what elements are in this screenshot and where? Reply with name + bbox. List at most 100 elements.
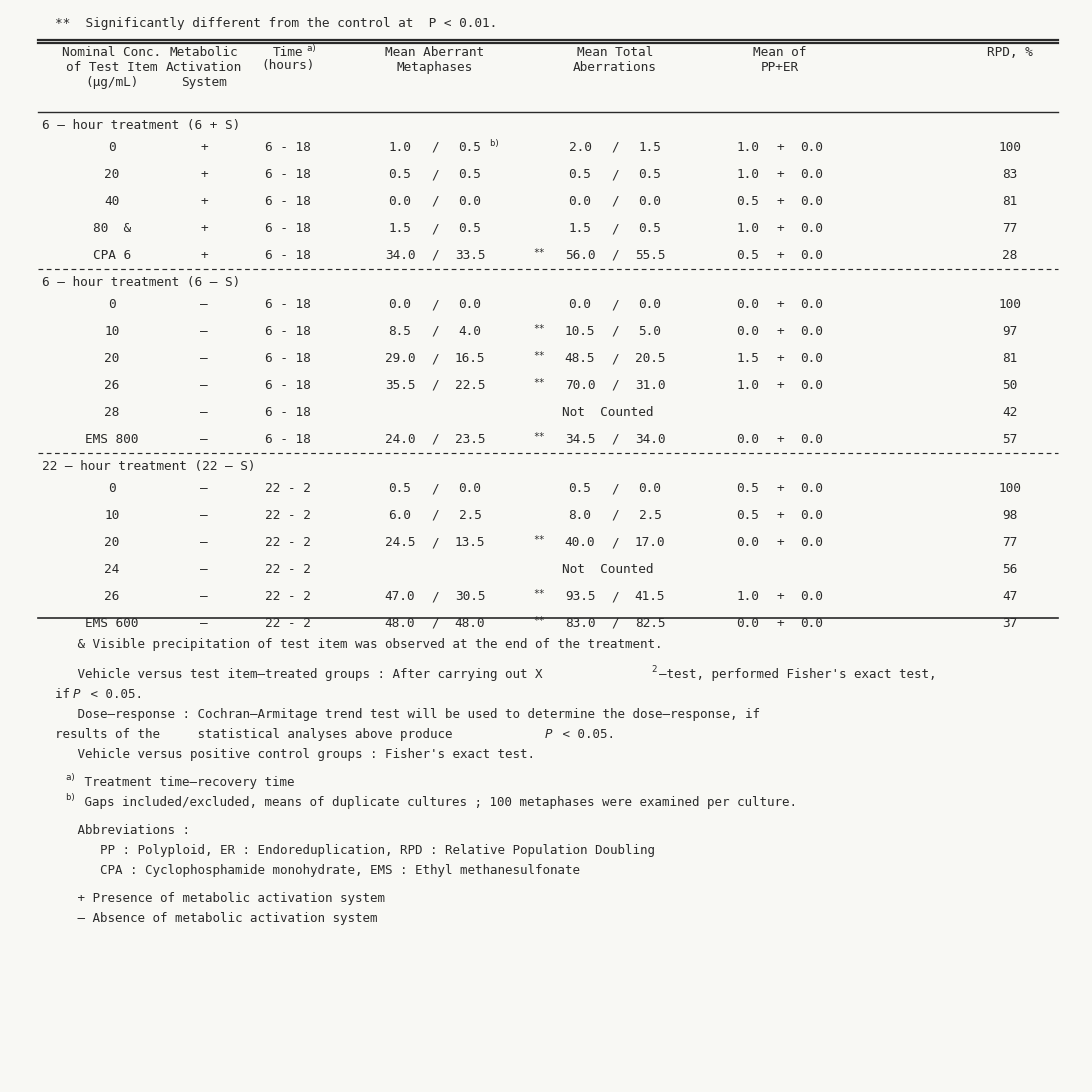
Text: /: /	[612, 195, 619, 207]
Text: 8.0: 8.0	[569, 509, 592, 522]
Text: **: **	[533, 351, 545, 361]
Text: Metabolic
Activation
System: Metabolic Activation System	[166, 46, 242, 90]
Text: PP : Polyploid, ER : Endoreduplication, RPD : Relative Population Doubling: PP : Polyploid, ER : Endoreduplication, …	[55, 844, 655, 857]
Text: Abbreviations :: Abbreviations :	[55, 824, 190, 836]
Text: 23.5: 23.5	[454, 434, 485, 446]
Text: 0: 0	[108, 298, 116, 311]
Text: /: /	[612, 222, 619, 235]
Text: 0.0: 0.0	[800, 298, 823, 311]
Text: 6 - 18: 6 - 18	[265, 406, 311, 419]
Text: 47: 47	[1002, 590, 1018, 603]
Text: – Absence of metabolic activation system: – Absence of metabolic activation system	[55, 912, 378, 925]
Text: Treatment time–recovery time: Treatment time–recovery time	[78, 776, 295, 790]
Text: a): a)	[306, 44, 317, 54]
Text: 20: 20	[105, 168, 120, 181]
Text: 57: 57	[1002, 434, 1018, 446]
Text: 22 - 2: 22 - 2	[265, 536, 311, 549]
Text: /: /	[612, 141, 619, 154]
Text: 0.0: 0.0	[389, 298, 412, 311]
Text: a): a)	[66, 773, 75, 782]
Text: 0.0: 0.0	[800, 352, 823, 365]
Text: 0.5: 0.5	[459, 168, 482, 181]
Text: /: /	[431, 141, 439, 154]
Text: /: /	[431, 352, 439, 365]
Text: 6 - 18: 6 - 18	[265, 141, 311, 154]
Text: < 0.05.: < 0.05.	[83, 688, 143, 701]
Text: 10.5: 10.5	[565, 325, 595, 339]
Text: 0.5: 0.5	[569, 168, 592, 181]
Text: 24: 24	[105, 563, 120, 575]
Text: 0.5: 0.5	[737, 195, 759, 207]
Text: 6 - 18: 6 - 18	[265, 222, 311, 235]
Text: Mean Total
Aberrations: Mean Total Aberrations	[573, 46, 657, 74]
Text: 42: 42	[1002, 406, 1018, 419]
Text: 1.5: 1.5	[737, 352, 759, 365]
Text: 22 - 2: 22 - 2	[265, 563, 311, 575]
Text: **: **	[533, 535, 545, 545]
Text: 83.0: 83.0	[565, 617, 595, 630]
Text: Mean of
PP+ER: Mean of PP+ER	[753, 46, 807, 74]
Text: +: +	[776, 590, 784, 603]
Text: +: +	[776, 509, 784, 522]
Text: 0.5: 0.5	[459, 141, 482, 154]
Text: 0.0: 0.0	[737, 434, 759, 446]
Text: –: –	[200, 590, 207, 603]
Text: –: –	[200, 509, 207, 522]
Text: 0.0: 0.0	[800, 222, 823, 235]
Text: –: –	[200, 536, 207, 549]
Text: 0.5: 0.5	[389, 482, 412, 495]
Text: 77: 77	[1002, 222, 1018, 235]
Text: 0.5: 0.5	[737, 509, 759, 522]
Text: b): b)	[489, 139, 500, 149]
Text: Vehicle versus positive control groups : Fisher's exact test.: Vehicle versus positive control groups :…	[55, 748, 535, 761]
Text: 4.0: 4.0	[459, 325, 482, 339]
Text: 0.0: 0.0	[800, 617, 823, 630]
Text: 0.5: 0.5	[737, 482, 759, 495]
Text: 6 - 18: 6 - 18	[265, 379, 311, 392]
Text: /: /	[431, 434, 439, 446]
Text: 1.0: 1.0	[737, 141, 759, 154]
Text: 5.0: 5.0	[639, 325, 662, 339]
Text: 35.5: 35.5	[384, 379, 415, 392]
Text: 22 - 2: 22 - 2	[265, 482, 311, 495]
Text: 0.0: 0.0	[389, 195, 412, 207]
Text: /: /	[431, 325, 439, 339]
Text: results of the     statistical analyses above produce: results of the statistical analyses abov…	[55, 728, 460, 741]
Text: Not  Counted: Not Counted	[561, 563, 653, 575]
Text: 2.5: 2.5	[459, 509, 482, 522]
Text: 24.5: 24.5	[384, 536, 415, 549]
Text: 17.0: 17.0	[634, 536, 665, 549]
Text: 100: 100	[998, 141, 1021, 154]
Text: +: +	[776, 536, 784, 549]
Text: 47.0: 47.0	[384, 590, 415, 603]
Text: /: /	[431, 617, 439, 630]
Text: 34.5: 34.5	[565, 434, 595, 446]
Text: +: +	[776, 249, 784, 262]
Text: 41.5: 41.5	[634, 590, 665, 603]
Text: 6 – hour treatment (6 – S): 6 – hour treatment (6 – S)	[41, 276, 240, 289]
Text: 28: 28	[105, 406, 120, 419]
Text: 6 - 18: 6 - 18	[265, 298, 311, 311]
Text: 34.0: 34.0	[634, 434, 665, 446]
Text: 93.5: 93.5	[565, 590, 595, 603]
Text: **: **	[533, 616, 545, 626]
Text: –: –	[200, 617, 207, 630]
Text: 10: 10	[105, 325, 120, 339]
Text: Nominal Conc.
of Test Item
(μg/mL): Nominal Conc. of Test Item (μg/mL)	[62, 46, 162, 90]
Text: 0.5: 0.5	[459, 222, 482, 235]
Text: & Visible precipitation of test item was observed at the end of the treatment.: & Visible precipitation of test item was…	[55, 638, 663, 651]
Text: –: –	[200, 563, 207, 575]
Text: 2.0: 2.0	[569, 141, 592, 154]
Text: +: +	[776, 482, 784, 495]
Text: 20: 20	[105, 536, 120, 549]
Text: /: /	[431, 482, 439, 495]
Text: 6 - 18: 6 - 18	[265, 325, 311, 339]
Text: EMS 600: EMS 600	[85, 617, 139, 630]
Text: –: –	[200, 325, 207, 339]
Text: 0.0: 0.0	[800, 509, 823, 522]
Text: 1.0: 1.0	[737, 168, 759, 181]
Text: 6 - 18: 6 - 18	[265, 352, 311, 365]
Text: < 0.05.: < 0.05.	[555, 728, 615, 741]
Text: –: –	[200, 482, 207, 495]
Text: 30.5: 30.5	[454, 590, 485, 603]
